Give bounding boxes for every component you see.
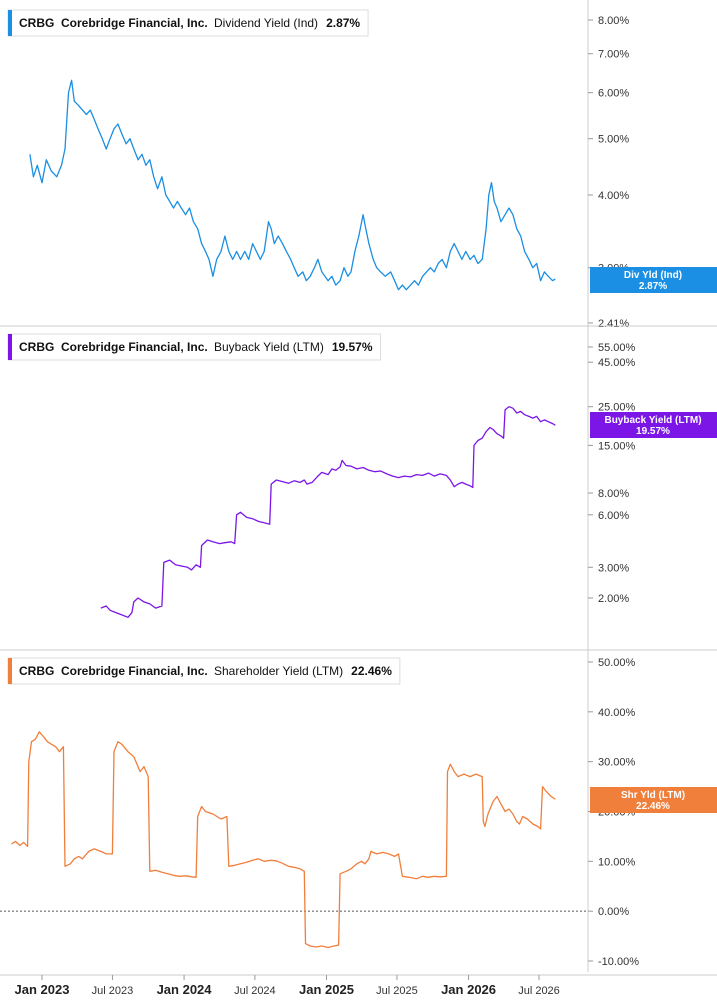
y-tick-label: 8.00% — [598, 15, 629, 27]
y-tick-label: 0.00% — [598, 906, 629, 918]
legend-metric: Dividend Yield (Ind) — [214, 16, 318, 30]
series-line — [11, 731, 556, 949]
value-badge: Div Yld (Ind)2.87% — [590, 267, 717, 293]
legend-value: 22.46% — [351, 664, 392, 678]
y-tick-label: 30.00% — [598, 757, 636, 769]
y-tick-label: 40.00% — [598, 707, 636, 719]
value-badge-value: 19.57% — [636, 426, 670, 437]
date-tick-label: Jan 2025 — [299, 982, 354, 997]
date-tick-label: Jul 2024 — [234, 985, 276, 997]
y-tick-label: -10.00% — [598, 956, 639, 968]
y-tick-label: 8.00% — [598, 488, 629, 500]
legend-ticker: CRBG — [19, 340, 54, 354]
legend-box — [7, 657, 401, 685]
y-tick-label: 6.00% — [598, 510, 629, 522]
panel-2: 55.00% 45.00% 25.00% 15.00% 8.00% 6.00% 3.00% 2… — [0, 325, 717, 618]
y-tick-label: 4.00% — [598, 190, 629, 202]
date-tick-label: Jul 2025 — [376, 985, 418, 997]
y-tick-label: 7.00% — [598, 49, 629, 61]
series-line — [100, 406, 556, 618]
panel-3: 50.00%40.00%30.00%20.00%10.00%0.00%-10.0… — [0, 649, 717, 968]
legend-metric: Shareholder Yield (LTM) — [214, 664, 343, 678]
legend-box — [7, 333, 382, 361]
date-axis: Jan 2023 Jul 2023 Jan 2024 Jul 2024 Jan 2025… — [0, 974, 717, 997]
y-tick-label: 3.00% — [598, 562, 629, 574]
legend-color-swatch — [8, 334, 12, 360]
y-tick-label: 55.00% — [598, 342, 636, 354]
legend-box — [7, 9, 369, 37]
y-tick-label: 15.00% — [598, 440, 636, 452]
value-badge-value: 2.87% — [639, 281, 667, 292]
panel-1: 8.00%7.00%6.00%5.00%4.00%3.00%2.41%CRBGC… — [7, 9, 717, 330]
y-tick-label: 6.00% — [598, 88, 629, 100]
legend: CRBG Corebridge Financial, Inc. Shareholde… — [7, 657, 401, 685]
y-tick-label: 2.41% — [598, 318, 629, 330]
legend-color-swatch — [8, 10, 12, 36]
legend-company: Corebridge Financial, Inc. — [61, 664, 208, 678]
value-badge-label: Div Yld (Ind) — [624, 270, 682, 281]
y-tick-label: 10.00% — [598, 856, 636, 868]
value-badge-bg — [590, 412, 717, 438]
legend: CRBG Corebridge Financial, Inc. Buyback Yi… — [7, 333, 382, 361]
value-badge-value: 22.46% — [636, 801, 670, 812]
value-badge-label: Shr Yld (LTM) — [621, 790, 685, 801]
value-badge-label: Buyback Yield (LTM) — [604, 415, 701, 426]
y-tick-label: 5.00% — [598, 134, 629, 146]
value-badge-bg — [590, 267, 717, 293]
date-tick-label: Jul 2026 — [518, 985, 560, 997]
y-tick-label: 2.00% — [598, 593, 629, 605]
date-tick-label: Jan 2023 — [15, 982, 70, 997]
y-tick-label: 25.00% — [598, 402, 636, 414]
y-tick-label: 45.00% — [598, 357, 636, 369]
value-badge: Shr Yld (LTM)22.46% — [590, 787, 717, 813]
value-badge-bg — [590, 787, 717, 813]
date-tick-label: Jan 2024 — [157, 982, 213, 997]
legend-value: 19.57% — [332, 340, 373, 354]
legend-company: Corebridge Financial, Inc. — [61, 340, 208, 354]
y-tick-label: 50.00% — [598, 657, 636, 669]
legend: CRBG Corebridge Financial, Inc. Dividend Y… — [7, 9, 369, 37]
legend-metric: Buyback Yield (LTM) — [214, 340, 324, 354]
legend-company: Corebridge Financial, Inc. — [61, 16, 208, 30]
legend-ticker: CRBG — [19, 16, 54, 30]
series-line — [29, 79, 556, 291]
value-badge: Buyback Yield (LTM)19.57% — [590, 412, 717, 438]
legend-value: 2.87% — [326, 16, 360, 30]
date-tick-label: Jan 2026 — [441, 982, 496, 997]
legend-color-swatch — [8, 658, 12, 684]
legend-ticker: CRBG — [19, 664, 54, 678]
date-tick-label: Jul 2023 — [92, 985, 134, 997]
